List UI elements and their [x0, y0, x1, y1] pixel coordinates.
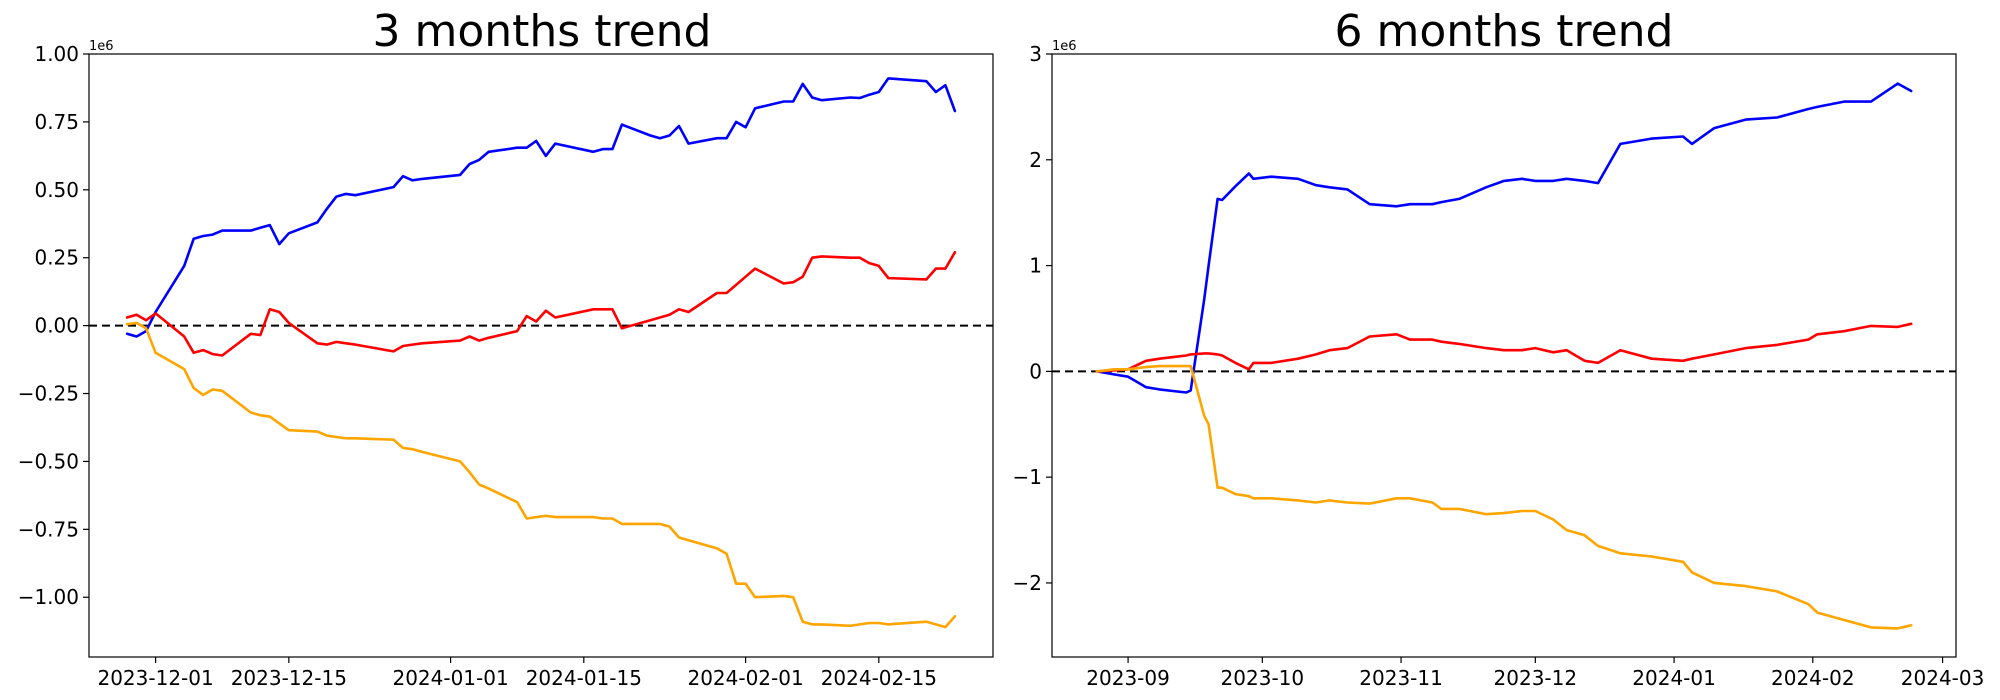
x-axis-ticks: 2023-12-01 2023-12-15 2024-01-01 2024-01…: [97, 666, 936, 690]
y-tick-label: −0.75: [18, 517, 79, 541]
y-tick-label: −1: [1013, 465, 1042, 489]
y-tick-label: 0.25: [34, 246, 79, 270]
chart-6-months-trend: 6 months trend 1e6 −2 −1 0 1 2 3 2023-09…: [1013, 6, 1985, 690]
x-tick-label: 2023-11: [1359, 666, 1443, 690]
y-tick-label: 0.00: [34, 314, 79, 338]
axes-frame: [88, 53, 994, 658]
x-tick-label: 2024-02-01: [687, 666, 803, 690]
x-tick-label: 2024-03: [1901, 666, 1985, 690]
y-tick-label: 1: [1029, 254, 1042, 278]
y-tick-label: 3: [1029, 42, 1042, 66]
x-tick-label: 2024-02: [1771, 666, 1855, 690]
series-line-2: [1095, 322, 1913, 373]
y-axis-ticks: −1.00 −0.75 −0.50 −0.25 0.00 0.25 0.50 0…: [18, 42, 79, 609]
x-tick-label: 2024-01-15: [526, 666, 642, 690]
x-tick-label: 2023-12-15: [231, 666, 347, 690]
series-line-1: [125, 77, 957, 338]
y-tick-label: 0: [1029, 359, 1042, 383]
series-line-2: [125, 251, 957, 357]
series-line-1: [1095, 82, 1913, 394]
y-exponent-label: 1e6: [89, 39, 114, 54]
x-tick-label: 2024-02-15: [821, 666, 937, 690]
x-tick-label: 2023-12-01: [97, 666, 213, 690]
y-tick-label: 2: [1029, 148, 1042, 172]
y-tick-label: 0.75: [34, 110, 79, 134]
axes-frame: [1051, 53, 1957, 658]
y-exponent-label: 1e6: [1052, 39, 1077, 54]
x-tick-label: 2024-01-01: [392, 666, 508, 690]
y-tick-label: −1.00: [18, 585, 79, 609]
y-tick-label: −0.50: [18, 449, 79, 473]
chart-3-months-trend: 3 months trend 1e6 −1.00 −0.75 −0.50 −0.…: [18, 6, 994, 690]
y-tick-label: −2: [1013, 571, 1042, 595]
y-tick-label: 1.00: [34, 42, 79, 66]
plot-area: [1046, 53, 1957, 663]
x-axis-ticks: 2023-09 2023-10 2023-11 2023-12 2024-01 …: [1086, 666, 1984, 690]
y-axis-ticks: −2 −1 0 1 2 3: [1013, 42, 1042, 595]
chart-title: 6 months trend: [1335, 6, 1674, 57]
x-tick-label: 2024-01: [1632, 666, 1716, 690]
y-tick-label: −0.25: [18, 382, 79, 406]
plot-area: [83, 53, 994, 663]
series-line-3: [125, 321, 957, 629]
x-tick-label: 2023-12: [1494, 666, 1578, 690]
x-tick-label: 2023-10: [1221, 666, 1305, 690]
series-line-3: [1095, 364, 1913, 630]
y-tick-label: 0.50: [34, 178, 79, 202]
x-tick-label: 2023-09: [1086, 666, 1170, 690]
chart-title: 3 months trend: [373, 6, 712, 57]
